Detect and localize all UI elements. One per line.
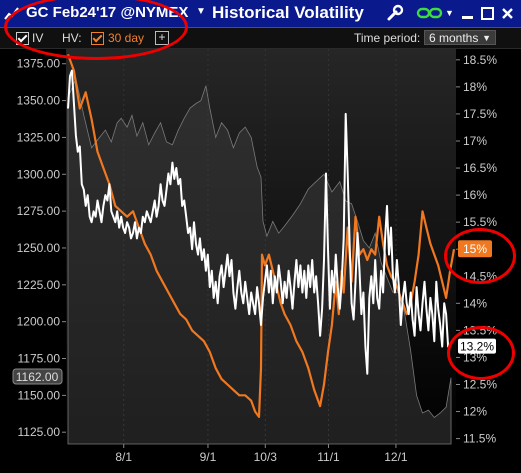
iv-label: IV [32, 31, 44, 45]
right-axis-tick-label: 13% [463, 350, 487, 364]
title-bar: GC Feb24'17 @NYMEX ▼ Historical Volatili… [0, 0, 521, 28]
volatility-chart: 1375.00 1350.00 1325.00 1300.00 1275.00 1250.… [12, 49, 497, 464]
x-axis-tick-label: 10/3 [254, 450, 278, 464]
chevron-down-icon[interactable]: ▼ [196, 6, 206, 17]
right-axis-tick-label: 11.5% [463, 432, 496, 446]
wrench-icon[interactable] [386, 4, 404, 22]
symbol-selector[interactable]: GC Feb24'17 @NYMEX [26, 4, 189, 21]
iv-current-box [458, 338, 496, 354]
right-axis-tick-label: 14% [463, 296, 487, 310]
x-axis-tick-label: 9/1 [200, 450, 217, 464]
right-axis-tick-label: 15.5% [463, 215, 497, 229]
hv-current-label: 15% [463, 242, 487, 256]
left-axis-tick-label: 1225.00 [17, 278, 61, 292]
time-period-value: 6 months [429, 31, 479, 45]
right-axis-tick-label: 18% [463, 80, 487, 94]
chevron-down-icon[interactable]: ▼ [445, 8, 454, 18]
right-axis-tick-label: 17% [463, 134, 487, 148]
left-axis-tick-label: 1300.00 [17, 167, 61, 181]
minimize-icon[interactable] [461, 4, 474, 22]
left-axis-tick-label: 1125.00 [18, 425, 61, 439]
right-axis-tick-label: 12.5% [463, 377, 497, 391]
chevron-down-icon: ▼ [482, 33, 491, 43]
right-axis-tick-label: 16% [463, 188, 487, 202]
maximize-icon[interactable] [481, 4, 494, 22]
left-axis-tick-label: 1275.00 [17, 204, 61, 218]
add-study-button[interactable]: + [155, 31, 169, 45]
window-title: Historical Volatility [212, 3, 364, 22]
toolbar: IV HV: 30 day + Time period: 6 months ▼ [0, 28, 521, 49]
current-price-label: 1162.00 [16, 370, 59, 384]
right-axis-tick-label: 12% [463, 405, 487, 419]
current-price-box [12, 368, 63, 385]
x-axis-tick-label: 11/1 [317, 450, 340, 464]
iv-current-label: 13.2% [460, 340, 494, 354]
right-axis-tick-label: 18.5% [463, 53, 497, 67]
time-period-label: Time period: [354, 31, 421, 45]
left-axis-tick-label: 1350.00 [17, 94, 61, 108]
hv-period-link[interactable]: 30 day [108, 31, 145, 45]
left-axis-tick-label: 1175.00 [18, 352, 61, 366]
right-axis-tick-label: 14.5% [463, 269, 497, 283]
iv-checkbox[interactable] [16, 32, 29, 45]
x-axis-tick-label: 12/1 [384, 450, 408, 464]
right-axis-tick-label: 16.5% [463, 161, 497, 175]
chart-icon [4, 5, 20, 23]
time-period-select[interactable]: 6 months ▼ [424, 30, 496, 45]
hv-current-box [458, 240, 492, 258]
right-axis-tick-label: 17.5% [463, 107, 497, 121]
left-axis-tick-label: 1150.00 [18, 388, 61, 402]
left-axis-tick-label: 1325.00 [17, 130, 61, 144]
link-icon[interactable] [416, 4, 444, 22]
left-axis-tick-label: 1200.00 [17, 315, 61, 329]
close-icon[interactable] [501, 4, 514, 22]
left-axis-tick-label: 1250.00 [17, 241, 61, 255]
x-axis-tick-label: 8/1 [115, 450, 132, 464]
left-axis-tick-label: 1375.00 [17, 57, 61, 71]
iv-line [67, 69, 451, 375]
hv-checkbox[interactable] [91, 32, 104, 45]
hv-label: HV: [62, 31, 82, 45]
right-axis-tick-label: 13.5% [463, 323, 497, 337]
